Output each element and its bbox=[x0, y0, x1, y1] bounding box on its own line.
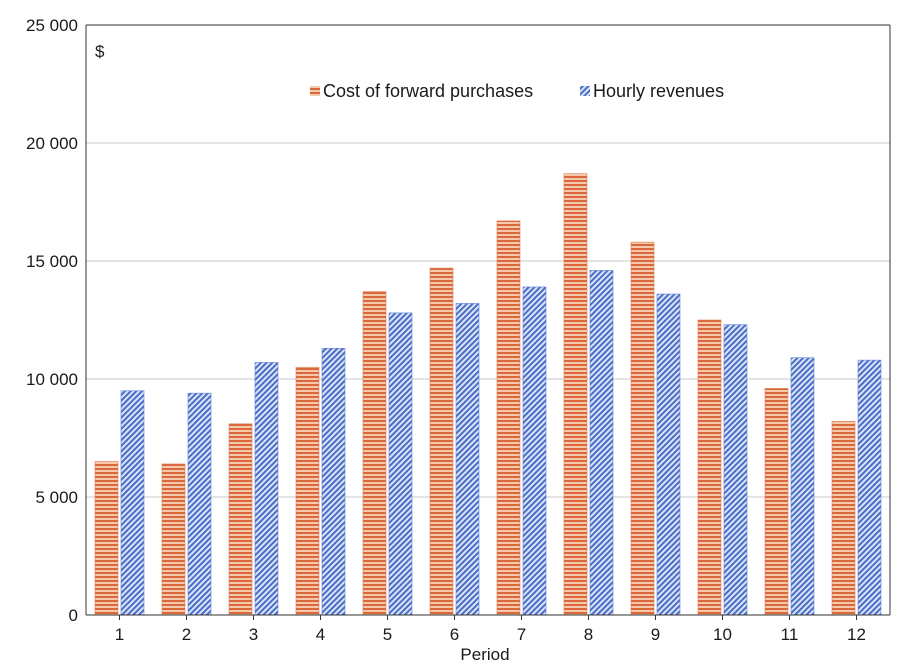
bar-cost-of-forward-purchases bbox=[497, 221, 520, 615]
bar-cost-of-forward-purchases bbox=[430, 268, 453, 615]
bar-hourly-revenues bbox=[724, 325, 747, 615]
bar-cost-of-forward-purchases bbox=[95, 462, 118, 615]
x-tick-label: 11 bbox=[781, 625, 799, 644]
bar-hourly-revenues bbox=[322, 348, 345, 615]
bar-cost-of-forward-purchases bbox=[296, 367, 319, 615]
bar-cost-of-forward-purchases bbox=[162, 464, 185, 615]
bar-cost-of-forward-purchases bbox=[363, 292, 386, 615]
bar-hourly-revenues bbox=[590, 270, 613, 615]
y-tick-label: 15 000 bbox=[26, 252, 78, 271]
bar-hourly-revenues bbox=[188, 393, 211, 615]
bar-hourly-revenues bbox=[657, 294, 680, 615]
y-tick-label: 10 000 bbox=[26, 370, 78, 389]
legend-label-cost: Cost of forward purchases bbox=[323, 81, 533, 101]
bar-hourly-revenues bbox=[791, 358, 814, 615]
x-tick-label: 6 bbox=[450, 625, 459, 644]
x-tick-label: 5 bbox=[383, 625, 392, 644]
legend-label-revenues: Hourly revenues bbox=[593, 81, 724, 101]
legend-swatch-revenues bbox=[580, 86, 590, 96]
x-tick-label: 8 bbox=[584, 625, 593, 644]
x-tick-label: 3 bbox=[249, 625, 258, 644]
bar-hourly-revenues bbox=[523, 287, 546, 615]
legend: Cost of forward purchases Hourly revenue… bbox=[310, 81, 724, 101]
legend-item-revenues: Hourly revenues bbox=[580, 81, 724, 101]
y-tick-label: 0 bbox=[69, 606, 78, 625]
bar-cost-of-forward-purchases bbox=[832, 421, 855, 615]
x-tick-label: 9 bbox=[651, 625, 660, 644]
y-tick-label: 20 000 bbox=[26, 134, 78, 153]
y-tick-label: 25 000 bbox=[26, 16, 78, 35]
bar-hourly-revenues bbox=[858, 360, 881, 615]
x-tick-label: 12 bbox=[847, 625, 866, 644]
y-tick-label: 5 000 bbox=[35, 488, 78, 507]
bar-cost-of-forward-purchases bbox=[564, 174, 587, 615]
bar-cost-of-forward-purchases bbox=[698, 320, 721, 615]
bar-cost-of-forward-purchases bbox=[631, 242, 654, 615]
legend-swatch-cost bbox=[310, 86, 320, 96]
bar-hourly-revenues bbox=[389, 313, 412, 615]
x-tick-label: 4 bbox=[316, 625, 325, 644]
x-axis-title: Period bbox=[460, 645, 509, 664]
bar-hourly-revenues bbox=[255, 362, 278, 615]
bar-hourly-revenues bbox=[456, 303, 479, 615]
legend-item-cost: Cost of forward purchases bbox=[310, 81, 533, 101]
x-tick-label: 1 bbox=[115, 625, 124, 644]
bar-cost-of-forward-purchases bbox=[229, 424, 252, 615]
bars bbox=[95, 174, 881, 615]
y-unit-label: $ bbox=[95, 42, 105, 61]
bar-hourly-revenues bbox=[121, 391, 144, 615]
x-tick-label: 7 bbox=[517, 625, 526, 644]
x-tick-label: 10 bbox=[713, 625, 732, 644]
x-tick-label: 2 bbox=[182, 625, 191, 644]
bar-cost-of-forward-purchases bbox=[765, 388, 788, 615]
